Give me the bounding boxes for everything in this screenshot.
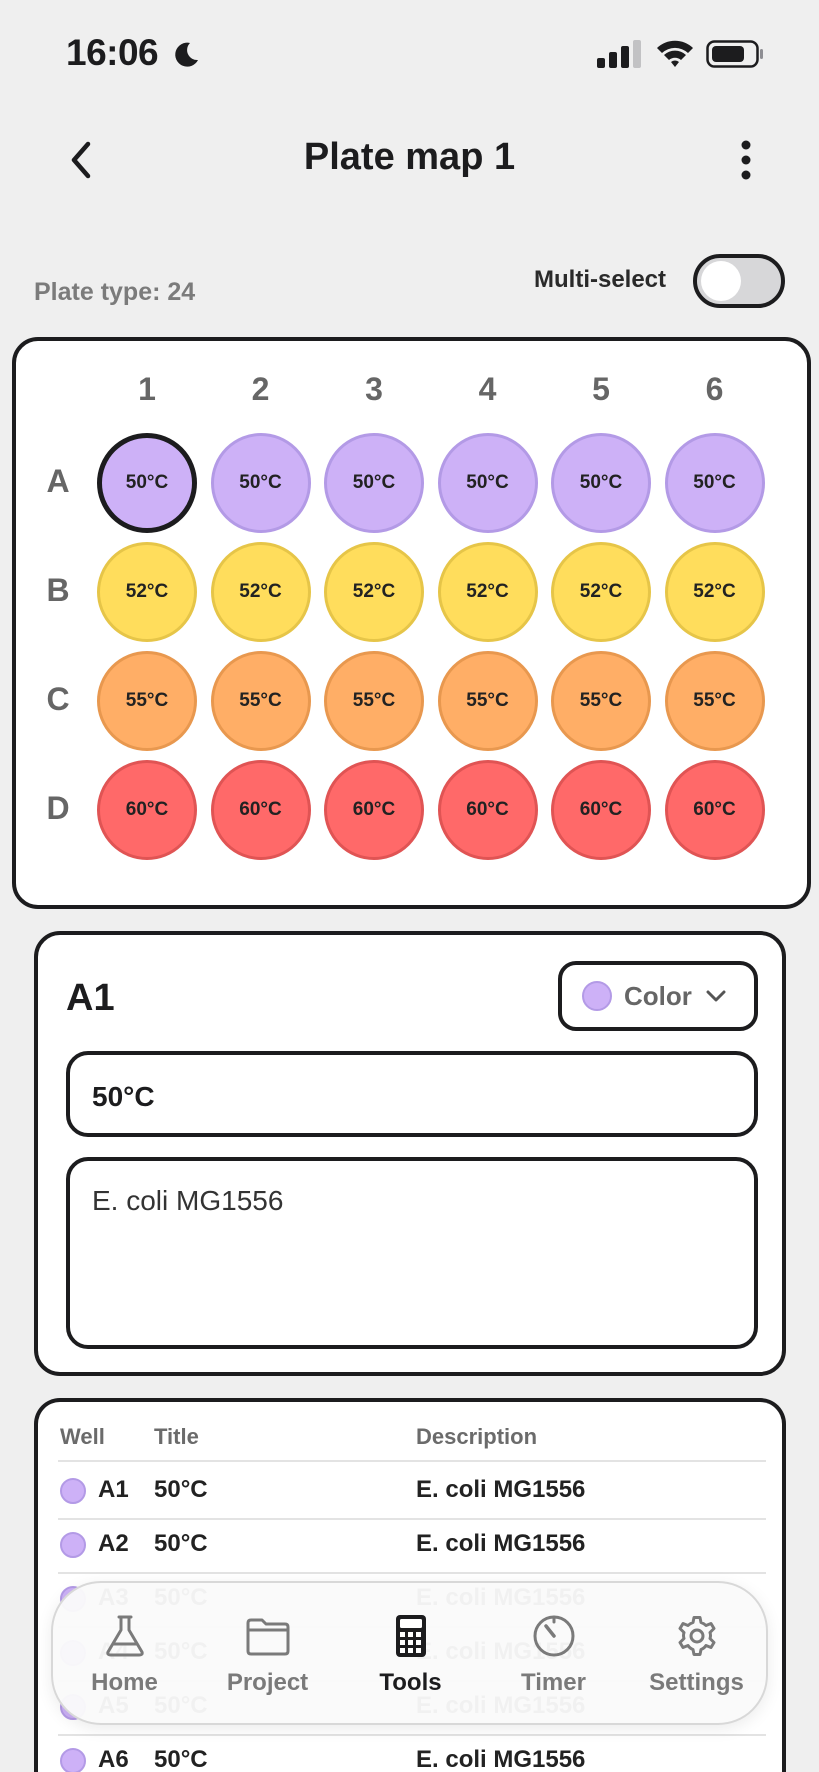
well-color-dot [60,1478,86,1504]
well-color-dot [60,1748,86,1772]
gear-icon [678,1616,715,1656]
tab-tools[interactable]: Tools [339,1583,482,1727]
column-label: 1 [138,371,156,407]
tab-home[interactable]: Home [53,1583,196,1727]
tab-label: Project [226,1669,309,1696]
table-row[interactable]: A6 50°C E. coli MG1556 [38,1736,782,1772]
row-divider [58,1572,766,1574]
well-d6[interactable]: 60°C [664,760,765,860]
back-button[interactable] [52,130,110,190]
cell-description: E. coli MG1556 [416,1746,586,1772]
well-a6[interactable]: 50°C [664,433,765,533]
well-b5[interactable]: 52°C [551,542,651,642]
well-b1[interactable]: 52°C [97,542,197,642]
well-c2[interactable]: 55°C [210,651,311,751]
well-a1[interactable]: 50°C [97,433,197,533]
well-description-input[interactable]: E. coli MG1556 [66,1157,758,1349]
cell-title: 50°C [154,1476,208,1503]
calculator-icon [395,1615,426,1657]
table-row[interactable]: A1 50°C E. coli MG1556 [38,1466,782,1520]
timer-icon [533,1615,574,1657]
row-label: D [46,790,70,826]
column-label: 6 [705,371,724,407]
tab-label: Settings [649,1669,744,1696]
battery-icon [706,40,763,68]
well-d5[interactable]: 60°C [551,760,651,860]
well-b6[interactable]: 52°C [664,542,765,642]
well-b2[interactable]: 52°C [210,542,311,642]
well-d2[interactable]: 60°C [210,760,311,860]
row-label: A [46,463,70,499]
well-c6[interactable]: 55°C [664,651,765,751]
well-d1[interactable]: 60°C [97,760,197,860]
column-label: 2 [251,371,270,407]
cell-description: E. coli MG1556 [416,1530,586,1557]
plate-type-label: Plate type: 24 [34,278,196,306]
well-title-input[interactable]: 50°C [66,1051,758,1137]
tab-timer[interactable]: Timer [482,1583,625,1727]
column-header-title: Title [154,1424,199,1449]
column-label: 5 [592,371,610,407]
row-divider [58,1518,766,1520]
tab-bar: Home Project Tools Timer [51,1581,768,1725]
tab-label: Tools [379,1669,442,1696]
cell-title: 50°C [154,1530,208,1557]
row-divider [58,1734,766,1736]
tab-label: Home [91,1669,158,1696]
well-c3[interactable]: 55°C [324,651,424,751]
moon-icon [175,42,198,67]
chevron-down-icon [706,990,726,1002]
page-title: Plate map 1 [303,136,516,178]
well-a3[interactable]: 50°C [324,433,424,533]
well-d3[interactable]: 60°C [324,760,424,860]
plate-map: 1 2 3 4 5 6 A 50°C 50°C 50°C 50°C 50°C 50°C B 52°C 52°C… [12,337,811,909]
chevron-left-icon [71,141,91,179]
cell-well: A6 [98,1746,129,1772]
well-d4[interactable]: 60°C [437,760,538,860]
wifi-icon [657,40,693,67]
cell-well: A1 [98,1476,129,1503]
color-swatch [582,981,612,1011]
well-color-dot [60,1532,86,1558]
well-c5[interactable]: 55°C [551,651,651,751]
folder-icon [246,1618,289,1656]
row-label: B [46,572,70,608]
more-vertical-icon [741,140,751,180]
tab-settings[interactable]: Settings [625,1583,768,1727]
cell-description: E. coli MG1556 [416,1476,586,1503]
column-header-description: Description [416,1424,538,1449]
tab-label: Timer [521,1669,586,1696]
well-a5[interactable]: 50°C [551,433,651,533]
row-label: C [46,681,70,717]
well-b4[interactable]: 52°C [437,542,538,642]
well-b3[interactable]: 52°C [324,542,424,642]
well-detail-card: A1 Color 50°C E. coli MG1556 [34,931,786,1376]
column-label: 3 [365,371,383,407]
color-dropdown[interactable]: Color [558,961,758,1031]
tab-project[interactable]: Project [196,1583,339,1727]
well-a4[interactable]: 50°C [437,433,538,533]
status-time: 16:06 [66,32,159,73]
table-row[interactable]: A2 50°C E. coli MG1556 [38,1520,782,1574]
well-c1[interactable]: 55°C [97,651,197,751]
multi-select-label: Multi-select [534,266,667,293]
status-bar: 16:06 [0,0,819,100]
column-header-well: Well [60,1424,105,1449]
cell-title: 50°C [154,1746,208,1772]
more-options-button[interactable] [722,130,770,190]
selected-well-label: A1 [66,977,115,1019]
well-c4[interactable]: 55°C [437,651,538,751]
color-dropdown-label: Color [624,980,692,1011]
column-label: 4 [478,371,497,407]
cell-well: A2 [98,1530,129,1557]
table-header-divider [58,1460,766,1462]
multi-select-toggle[interactable] [693,254,785,308]
flask-icon [105,1615,144,1657]
cellular-signal-icon [597,40,641,68]
well-a2[interactable]: 50°C [210,433,311,533]
toggle-knob [701,261,741,301]
